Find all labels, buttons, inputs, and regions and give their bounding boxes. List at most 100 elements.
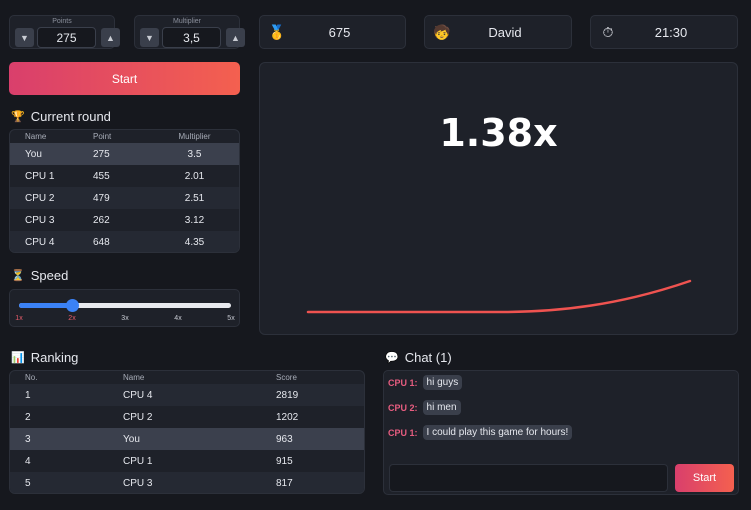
col-no: No. — [25, 373, 38, 382]
chat-sender: CPU 1: — [388, 427, 418, 438]
row-multiplier: 3.5 — [150, 143, 239, 165]
row-point: 275 — [80, 143, 150, 165]
speed-title: Speed — [30, 268, 69, 283]
points-decrease-button[interactable]: ▼ — [15, 28, 34, 47]
points-stepper: Points ▼ 275 ▲ — [9, 15, 120, 49]
row-name: You — [10, 143, 80, 165]
rank-name: CPU 1 — [108, 450, 260, 472]
chat-send-button[interactable]: Start — [675, 464, 734, 492]
table-row: You 275 3.5 — [10, 143, 239, 165]
points-label: Points — [52, 18, 72, 25]
rank-name: You — [108, 428, 260, 450]
speed-heading: ⏳ Speed — [11, 268, 68, 283]
col-rank-name: Name — [123, 373, 145, 382]
speed-tick: 5x — [227, 315, 235, 322]
current-round-heading: 🏆 Current round — [11, 109, 111, 124]
row-multiplier: 3.12 — [150, 209, 239, 231]
rank-no: 4 — [10, 450, 108, 472]
row-point: 455 — [80, 165, 150, 187]
chat-message: CPU 1: hi guys — [388, 375, 463, 390]
multiplier-input[interactable]: 3,5 — [162, 27, 221, 48]
game-area: 1.38x — [259, 62, 738, 335]
points-input[interactable]: 275 — [37, 27, 96, 48]
player-name: David — [488, 24, 522, 40]
row-point: 479 — [80, 187, 150, 209]
rank-name: CPU 2 — [108, 406, 260, 428]
table-row: CPU 4 648 4.35 — [10, 231, 239, 252]
chat-heading: 💬 Chat (1) — [385, 350, 452, 365]
clock-time: 21:30 — [654, 24, 688, 40]
speed-tick: 4x — [174, 315, 182, 322]
clock-box: ⏱ 21:30 — [590, 15, 738, 49]
multiplier-stepper: Multiplier ▼ 3,5 ▲ — [134, 15, 245, 49]
chat-text: hi men — [422, 400, 461, 415]
row-multiplier: 2.01 — [150, 165, 239, 187]
multiplier-increase-button[interactable]: ▲ — [226, 28, 245, 47]
col-point: Point — [93, 132, 112, 141]
row-point: 262 — [80, 209, 150, 231]
table-row: 3 You 963 — [10, 428, 364, 450]
chat-panel: CPU 1: hi guys CPU 2: hi men CPU 1: I could p… — [383, 370, 739, 495]
rank-score: 2819 — [260, 384, 364, 406]
table-row: CPU 1 455 2.01 — [10, 165, 239, 187]
balance-value: 675 — [328, 24, 351, 40]
chat-sender: CPU 1: — [388, 377, 418, 388]
rank-name: CPU 4 — [108, 384, 260, 406]
table-row: CPU 2 479 2.51 — [10, 187, 239, 209]
table-row: 1 CPU 4 2819 — [10, 384, 364, 406]
chat-message: CPU 2: hi men — [388, 400, 461, 415]
row-name: CPU 1 — [10, 165, 80, 187]
table-row: 4 CPU 1 915 — [10, 450, 364, 472]
hourglass-icon: ⏳ — [11, 270, 25, 282]
speed-tick: 3x — [121, 315, 129, 322]
speed-slider[interactable]: 1x 2x 3x 4x 5x — [9, 289, 240, 327]
stopwatch-icon: ⏱ — [602, 23, 614, 40]
points-increase-button[interactable]: ▲ — [101, 28, 120, 47]
rank-score: 817 — [260, 472, 364, 493]
chat-text: hi guys — [422, 375, 463, 390]
row-multiplier: 4.35 — [150, 231, 239, 252]
trophy-icon: 🏆 — [11, 111, 25, 123]
table-row: CPU 3 262 3.12 — [10, 209, 239, 231]
current-round-title: Current round — [30, 109, 111, 124]
chat-text: I could play this game for hours! — [422, 425, 573, 440]
row-point: 648 — [80, 231, 150, 252]
avatar-icon: 🧒 — [433, 23, 451, 40]
chat-sender: CPU 2: — [388, 402, 418, 413]
start-button[interactable]: Start — [9, 62, 240, 95]
multiplier-label: Multiplier — [172, 18, 201, 25]
player-box: 🧒 David — [424, 15, 572, 49]
triangle-up-icon: ▲ — [106, 32, 115, 43]
multiplier-curve — [306, 279, 692, 314]
speed-slider-thumb[interactable] — [66, 299, 79, 312]
row-name: CPU 4 — [10, 231, 80, 252]
triangle-up-icon: ▲ — [231, 32, 240, 43]
speech-bubble-icon: 💬 — [385, 352, 399, 364]
bar-chart-icon: 📊 — [11, 352, 25, 364]
chat-input[interactable] — [389, 464, 668, 492]
rank-score: 915 — [260, 450, 364, 472]
rank-no: 5 — [10, 472, 108, 493]
speed-slider-track[interactable] — [19, 299, 231, 312]
speed-tick: 2x — [68, 315, 76, 322]
multiplier-decrease-button[interactable]: ▼ — [140, 28, 159, 47]
rank-no: 2 — [10, 406, 108, 428]
triangle-down-icon: ▼ — [145, 32, 154, 43]
multiplier-display: 1.38x — [439, 111, 558, 155]
col-multiplier: Multiplier — [178, 132, 211, 141]
ranking-table: No. Name Score 1 CPU 4 2819 2 CPU 2 1202 3 You 9… — [9, 370, 365, 494]
chat-title: Chat (1) — [404, 350, 452, 365]
col-name: Name — [25, 132, 47, 141]
rank-no: 3 — [10, 428, 108, 450]
row-multiplier: 2.51 — [150, 187, 239, 209]
balance-box: 🥇 675 — [259, 15, 406, 49]
table-row: 2 CPU 2 1202 — [10, 406, 364, 428]
triangle-down-icon: ▼ — [20, 32, 29, 43]
rank-name: CPU 3 — [108, 472, 260, 493]
ranking-title: Ranking — [30, 350, 79, 365]
col-score: Score — [276, 373, 297, 382]
rank-score: 1202 — [260, 406, 364, 428]
medal-icon: 🥇 — [268, 23, 286, 40]
speed-tick: 1x — [15, 315, 23, 322]
rank-score: 963 — [260, 428, 364, 450]
